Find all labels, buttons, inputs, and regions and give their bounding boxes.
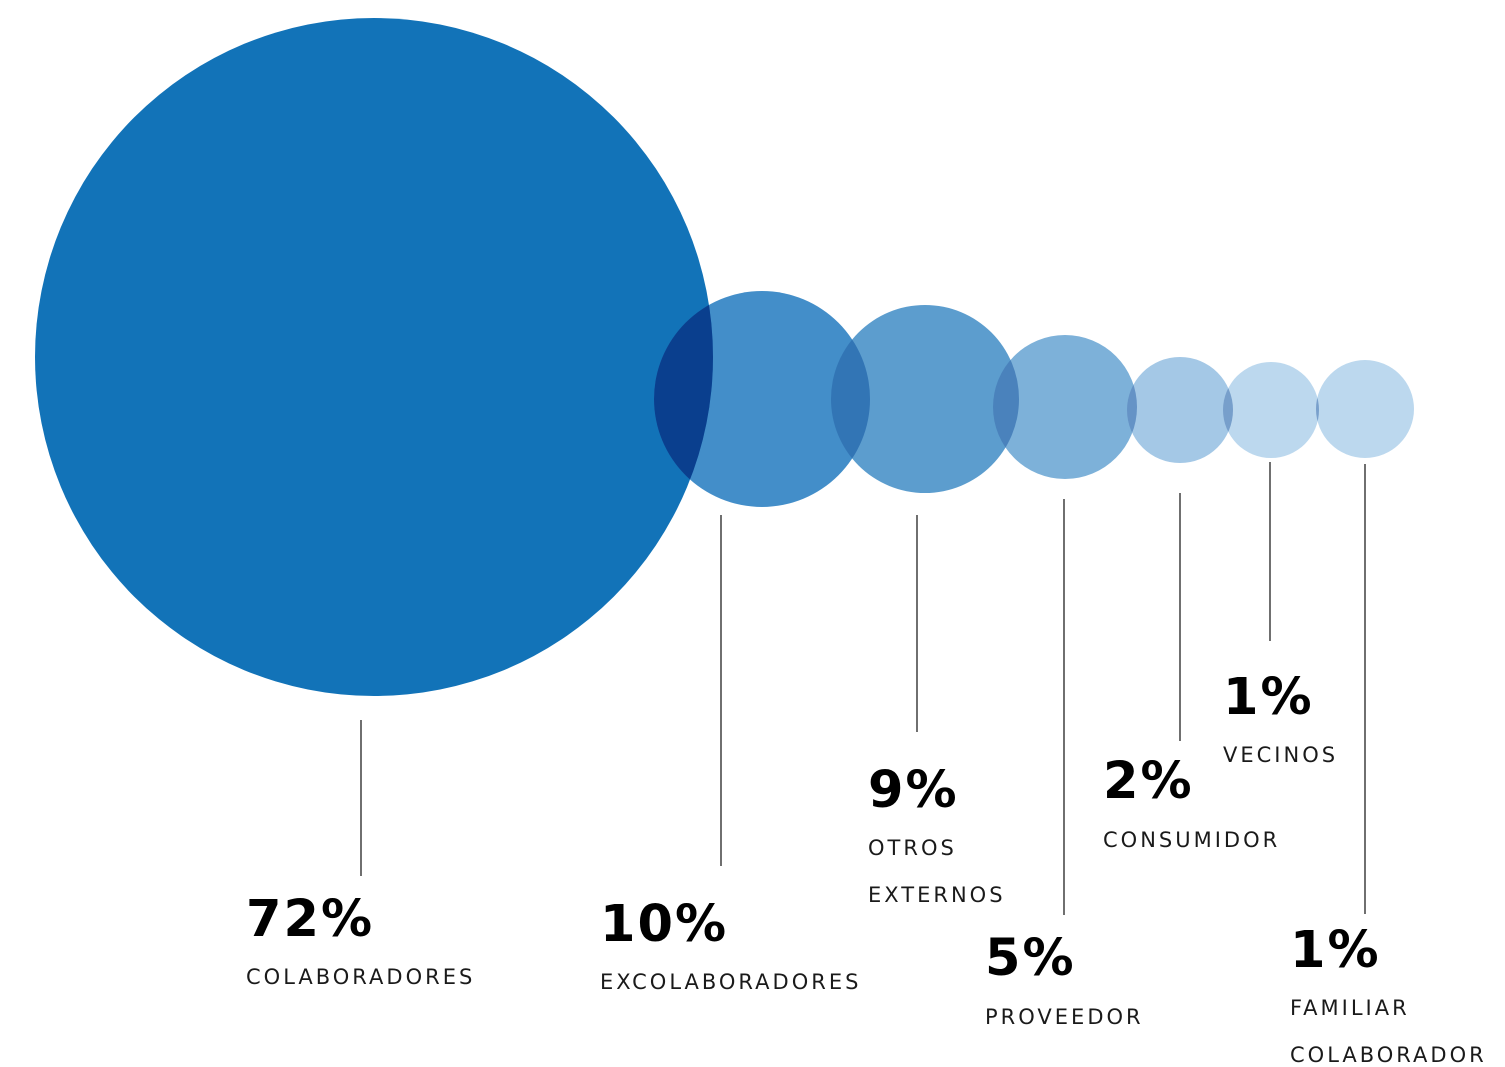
bubble-proveedor: [993, 335, 1137, 479]
category-label-consumidor: CONSUMIDOR: [1103, 828, 1280, 852]
category-label-proveedor: PROVEEDOR: [985, 1005, 1144, 1029]
bubble-consumidor: [1127, 357, 1233, 463]
category-label-otros-externos-1: OTROS: [868, 836, 957, 860]
bubble-vecinos: [1223, 362, 1319, 458]
bubbles-group: [35, 18, 1414, 696]
leader-lines-group: [360, 462, 1366, 915]
value-label-consumidor: 2%: [1103, 752, 1194, 811]
bubble-colaboradores: [35, 18, 713, 696]
category-label-familiar-colaborador-2: COLABORADOR: [1290, 1043, 1487, 1067]
value-label-excolaboradores: 10%: [600, 895, 728, 954]
value-label-otros-externos: 9%: [868, 761, 959, 820]
category-label-excolaboradores: EXCOLABORADORES: [600, 970, 861, 994]
category-label-colaboradores: COLABORADORES: [246, 965, 475, 989]
category-label-familiar-colaborador-1: FAMILIAR: [1290, 996, 1410, 1020]
value-label-vecinos: 1%: [1223, 668, 1314, 727]
bubble-familiar-colaborador: [1316, 360, 1414, 458]
value-label-colaboradores: 72%: [246, 890, 374, 949]
value-label-familiar-colaborador: 1%: [1290, 921, 1381, 980]
labels-group: 72% COLABORADORES 10% EXCOLABORADORES 9% OTRO…: [246, 668, 1487, 1067]
value-label-proveedor: 5%: [985, 929, 1076, 988]
category-label-otros-externos-2: EXTERNOS: [868, 883, 1006, 907]
bubble-otros-externos: [831, 305, 1019, 493]
category-label-vecinos: VECINOS: [1223, 743, 1338, 767]
